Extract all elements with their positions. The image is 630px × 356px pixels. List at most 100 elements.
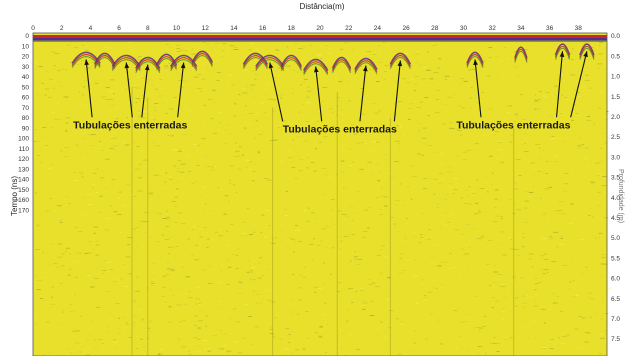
noise-mark — [381, 245, 386, 247]
noise-mark — [59, 280, 62, 282]
noise-mark — [249, 161, 253, 163]
noise-mark — [397, 101, 403, 102]
noise-mark — [600, 264, 605, 265]
noise-mark — [99, 260, 101, 262]
noise-mark — [165, 226, 169, 227]
noise-mark — [314, 218, 316, 219]
noise-mark — [463, 203, 469, 204]
noise-mark — [212, 335, 217, 336]
noise-mark — [354, 251, 356, 252]
noise-mark — [289, 313, 292, 315]
noise-mark — [130, 300, 136, 302]
noise-mark — [396, 243, 398, 245]
noise-mark — [314, 148, 317, 150]
noise-mark — [195, 181, 198, 183]
noise-mark — [462, 156, 466, 158]
noise-mark — [522, 119, 527, 120]
noise-mark — [550, 216, 554, 217]
noise-mark — [282, 120, 286, 122]
noise-mark — [434, 244, 440, 246]
noise-mark — [321, 228, 327, 230]
noise-mark — [585, 332, 590, 334]
noise-mark — [104, 235, 108, 237]
noise-mark — [496, 351, 500, 352]
noise-mark — [488, 108, 493, 110]
noise-mark — [454, 47, 459, 49]
noise-mark — [57, 327, 62, 329]
noise-mark — [108, 98, 113, 100]
y-tick-label: 170 — [18, 207, 29, 214]
noise-mark — [552, 302, 558, 304]
noise-mark — [104, 46, 109, 48]
noise-mark — [444, 265, 449, 267]
noise-mark — [541, 238, 547, 239]
noise-mark — [570, 74, 575, 76]
noise-mark — [460, 197, 464, 199]
noise-mark — [81, 173, 83, 175]
noise-mark — [507, 112, 511, 114]
noise-mark — [173, 96, 177, 98]
noise-mark — [42, 123, 45, 124]
noise-mark — [166, 274, 169, 276]
noise-mark — [419, 123, 422, 124]
noise-mark — [415, 50, 419, 52]
noise-mark — [179, 321, 183, 323]
noise-mark — [172, 246, 175, 248]
noise-mark — [486, 264, 489, 265]
noise-mark — [319, 141, 322, 143]
noise-mark — [376, 81, 380, 82]
noise-mark — [206, 246, 209, 248]
noise-mark — [252, 180, 255, 182]
noise-mark — [542, 348, 547, 349]
noise-mark — [473, 168, 476, 170]
noise-mark — [351, 49, 354, 51]
noise-mark — [370, 300, 374, 302]
noise-mark — [205, 325, 207, 327]
noise-mark — [284, 209, 287, 210]
noise-mark — [162, 218, 167, 219]
noise-mark — [70, 42, 74, 44]
noise-mark — [514, 113, 518, 115]
noise-mark — [69, 303, 72, 305]
noise-mark — [488, 239, 493, 241]
noise-mark — [598, 173, 603, 175]
noise-mark — [441, 262, 444, 263]
noise-mark — [470, 223, 475, 225]
noise-mark — [351, 234, 355, 236]
noise-mark — [235, 268, 239, 269]
noise-mark — [80, 315, 82, 317]
noise-mark — [176, 45, 180, 46]
noise-mark — [246, 208, 249, 209]
noise-mark — [459, 139, 465, 141]
noise-mark — [151, 276, 157, 277]
noise-mark — [528, 258, 532, 260]
noise-mark — [522, 302, 528, 304]
noise-mark — [220, 270, 223, 272]
noise-mark — [332, 112, 334, 113]
noise-mark — [336, 105, 339, 107]
noise-mark — [353, 321, 356, 323]
x-tick-label: 22 — [345, 25, 353, 32]
noise-mark — [65, 117, 71, 119]
annotation-arrowhead — [397, 60, 403, 67]
noise-mark — [459, 207, 463, 209]
noise-mark — [162, 275, 167, 277]
noise-mark — [129, 194, 133, 196]
noise-mark — [520, 277, 524, 279]
noise-mark — [228, 318, 233, 319]
noise-mark — [229, 172, 232, 174]
noise-mark — [85, 102, 91, 104]
noise-mark — [290, 238, 296, 240]
noise-mark — [480, 236, 485, 238]
noise-mark — [576, 343, 579, 345]
noise-mark — [191, 53, 196, 55]
noise-mark — [561, 343, 566, 344]
noise-mark — [507, 236, 512, 238]
noise-mark — [429, 263, 435, 265]
noise-mark — [489, 342, 495, 344]
noise-mark — [214, 46, 217, 47]
reflection-hyperbola — [579, 45, 595, 58]
noise-mark — [568, 223, 573, 224]
noise-mark — [283, 348, 289, 350]
annotation-arrow — [359, 65, 367, 122]
